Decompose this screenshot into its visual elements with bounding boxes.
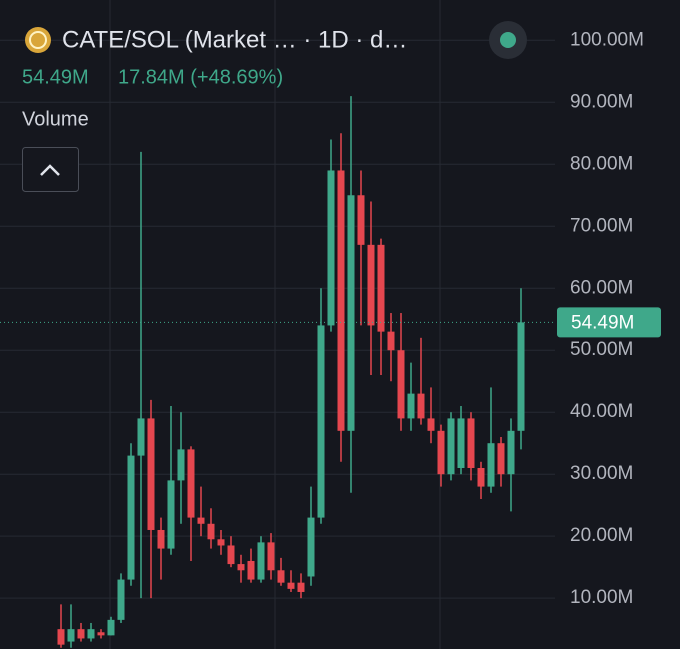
candle-body [87, 629, 95, 639]
candle-body [397, 350, 405, 419]
candle-body [457, 418, 465, 468]
y-tick-label: 70.00M [570, 215, 633, 236]
candle-body [467, 418, 475, 468]
y-tick-label: 80.00M [570, 153, 633, 174]
candle-body [57, 629, 65, 645]
candle-body [327, 170, 335, 326]
y-tick-label: 40.00M [570, 401, 633, 422]
candle-body [417, 393, 425, 419]
y-tick-label: 20.00M [570, 525, 633, 546]
collapse-button[interactable] [22, 147, 79, 192]
candle-body [217, 539, 225, 546]
candle-body [427, 418, 435, 431]
candle-body [227, 545, 235, 565]
candle-body [277, 570, 285, 583]
candle-body [437, 430, 445, 475]
candle-body [367, 244, 375, 326]
candle-body [447, 418, 455, 475]
change: 17.84M (+48.69%) [118, 66, 283, 88]
last-price-label: 54.49M [571, 312, 634, 333]
candle-body [307, 517, 315, 577]
candle-body [167, 480, 175, 549]
status-dot [500, 32, 516, 48]
candle-body [157, 529, 165, 549]
candle-body [477, 467, 485, 487]
y-tick-label: 90.00M [570, 91, 633, 112]
chart-title: CATE/SOL (Market … · 1D · d… [62, 26, 407, 53]
candle-body [357, 195, 365, 245]
y-tick-label: 30.00M [570, 463, 633, 484]
candle-body [487, 443, 495, 487]
y-tick-label: 50.00M [570, 339, 633, 360]
candle-body [147, 418, 155, 530]
candle-body [77, 629, 85, 639]
candle-body [127, 455, 135, 580]
candle-body [337, 170, 345, 431]
candle-body [267, 542, 275, 571]
y-tick-label: 60.00M [570, 277, 633, 298]
candle-body [237, 564, 245, 571]
token-icon-ring [29, 31, 47, 49]
candle-body [137, 418, 145, 456]
candle-body [207, 523, 215, 540]
y-tick-label: 10.00M [570, 587, 633, 608]
last-price-tag [557, 307, 661, 338]
token-icon [25, 27, 51, 53]
indicator-label: Volume [22, 108, 89, 130]
plot [0, 39, 555, 648]
candle-body [407, 393, 415, 419]
candle-body [107, 619, 115, 636]
candle-body [177, 449, 185, 481]
candle-body [297, 582, 305, 592]
candle-body [117, 579, 125, 620]
y-tick-label: 100.00M [570, 29, 644, 50]
candle-body [287, 582, 295, 589]
candle-body [247, 560, 255, 580]
candle-body [347, 195, 355, 431]
candle-body [97, 632, 105, 636]
chevron-icon [40, 164, 60, 176]
candle-body [317, 325, 325, 518]
candle-body [387, 331, 395, 351]
last-value: 54.49M [22, 66, 89, 88]
candle-body [67, 629, 75, 642]
candle-body [377, 244, 385, 332]
candle-body [507, 430, 515, 475]
candle-body [257, 542, 265, 580]
candle-body [187, 449, 195, 518]
candle-body [517, 322, 525, 431]
candle-body [197, 517, 205, 524]
candle-body [497, 443, 505, 475]
